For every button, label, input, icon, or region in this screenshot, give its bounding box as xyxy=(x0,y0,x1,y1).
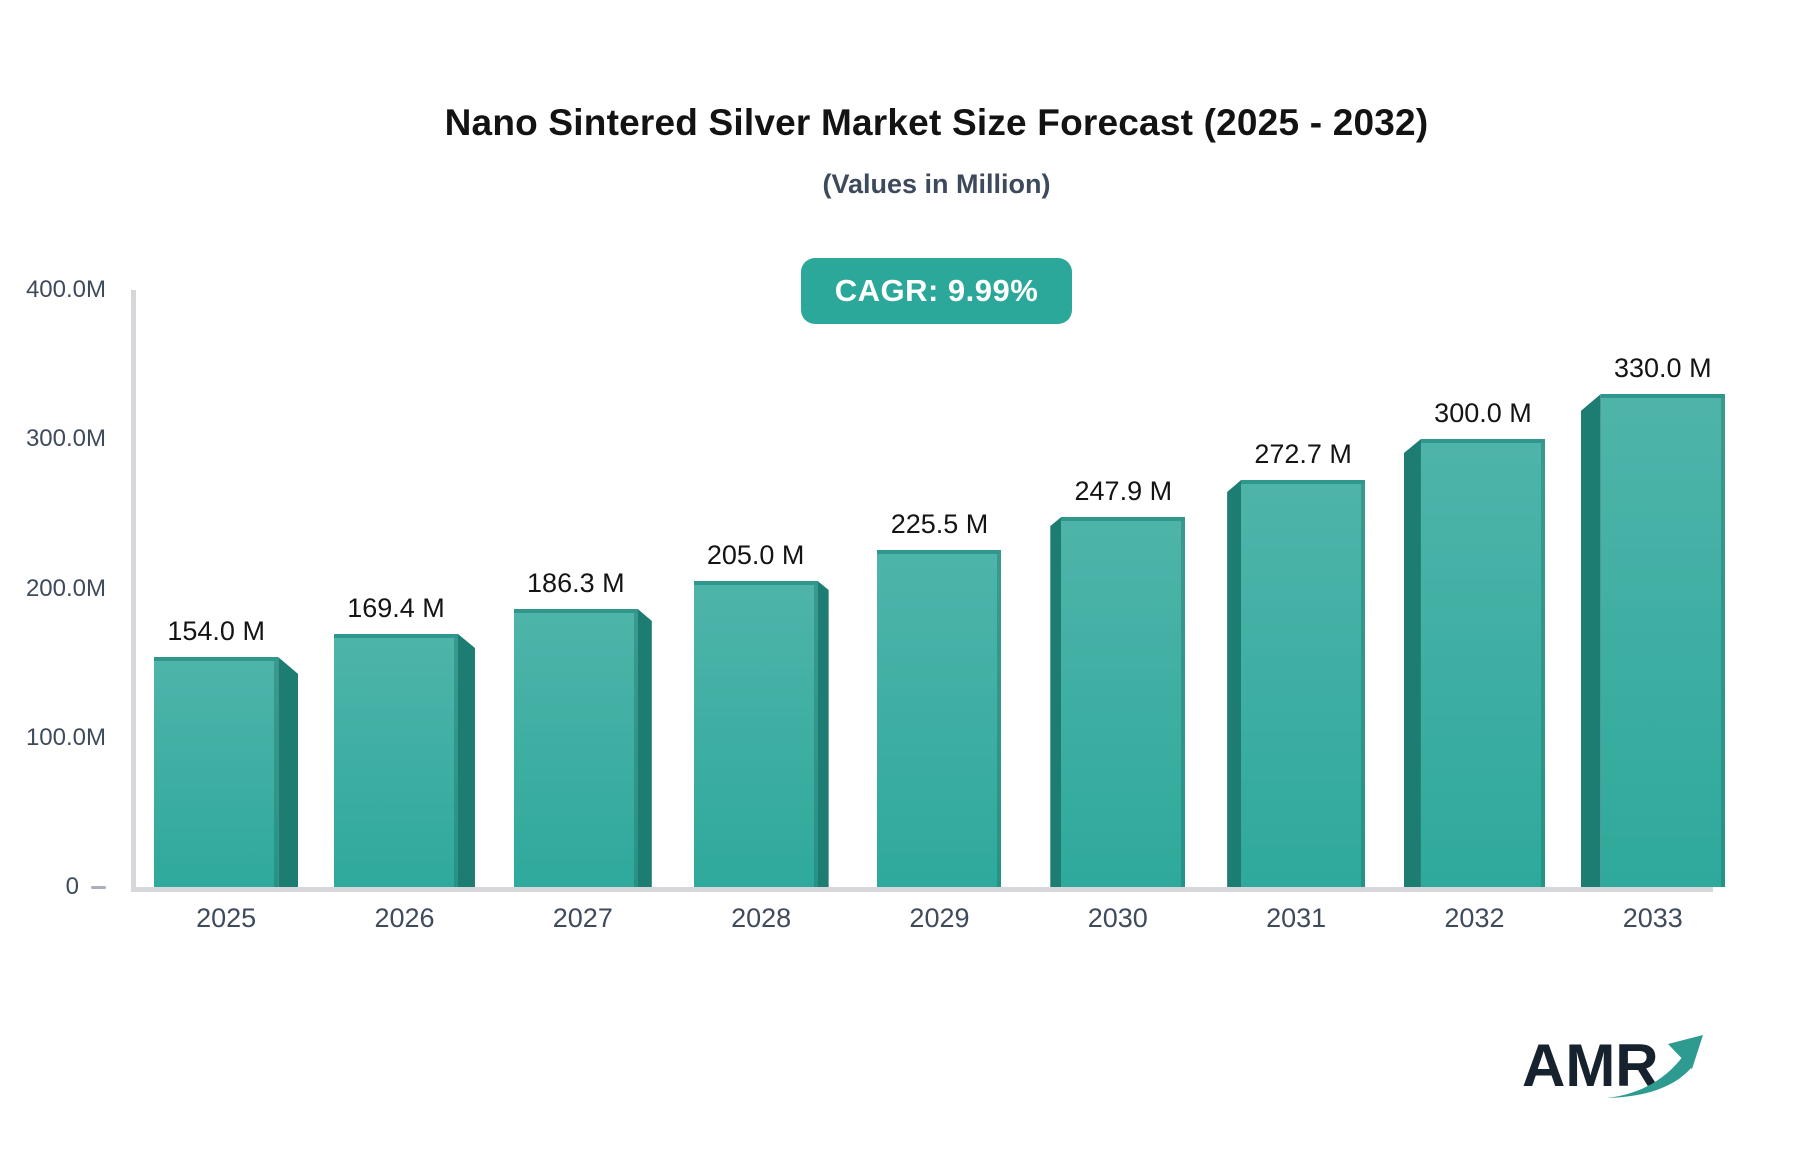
amr-logo[interactable]: AMR xyxy=(1522,1032,1712,1104)
x-axis-label-2025: 2025 xyxy=(196,903,257,933)
y-tick-200.0M: 200.0M xyxy=(25,574,106,602)
bar-2027[interactable]: 186.3 M xyxy=(513,568,638,887)
bar-column-2028: 205.0 M 2028 xyxy=(672,290,850,933)
chart-subtitle: (Values in Million) xyxy=(822,168,1051,199)
bar-value-label-2027: 186.3 M xyxy=(527,568,625,598)
chart-title: Nano Sintered Silver Market Size Forecas… xyxy=(444,102,1429,143)
bar-value-label-2025: 154.0 M xyxy=(167,616,265,646)
bar-side-face-2025 xyxy=(278,657,299,887)
bar-column-2033: 330.0 M 2033 xyxy=(1564,290,1742,933)
y-axis-line xyxy=(131,290,136,890)
x-axis-label-2032: 2032 xyxy=(1444,903,1505,933)
bar-column-2027: 186.3 M 2027 xyxy=(494,290,672,933)
y-tick-0: 0 xyxy=(66,873,106,901)
amr-logo-text: AMR xyxy=(1522,1032,1659,1099)
bar-2028[interactable]: 205.0 M xyxy=(693,540,818,887)
bars-container: 154.0 M 2025 169.4 M 2026 186.3 M 2027 205.0 M… xyxy=(137,290,1742,933)
bar-side-face-2030 xyxy=(1050,517,1062,887)
x-axis-label-2033: 2033 xyxy=(1622,903,1683,933)
x-axis-line xyxy=(131,887,1713,892)
bar-value-label-2028: 205.0 M xyxy=(706,540,805,570)
bar-value-label-2032: 300.0 M xyxy=(1434,398,1532,428)
bar-column-2025: 154.0 M 2025 xyxy=(137,290,315,933)
growth-arrow-icon xyxy=(1607,1035,1703,1098)
bar-side-face-2028 xyxy=(817,581,829,887)
x-axis-label-2027: 2027 xyxy=(552,903,613,933)
x-axis-label-2030: 2030 xyxy=(1087,903,1148,933)
y-tick-100.0M: 100.0M xyxy=(25,723,106,751)
bar-column-2031: 272.7 M 2031 xyxy=(1207,290,1385,933)
bar-2026[interactable]: 169.4 M xyxy=(333,593,458,887)
bar-2029[interactable]: 225.5 M xyxy=(877,509,1002,887)
bar-side-face-2031 xyxy=(1227,480,1242,887)
zero-tick-mark xyxy=(91,885,106,889)
y-tick-300.0M: 300.0M xyxy=(25,425,106,453)
y-tick-400.0M: 400.0M xyxy=(25,276,106,303)
x-axis-label-2028: 2028 xyxy=(731,903,792,933)
bar-2032[interactable]: 300.0 M xyxy=(1420,398,1545,887)
bar-side-face-2032 xyxy=(1403,439,1421,887)
bar-value-label-2029: 225.5 M xyxy=(890,509,989,539)
bar-column-2026: 169.4 M 2026 xyxy=(315,290,493,933)
x-axis-label-2026: 2026 xyxy=(374,903,435,933)
plot-area: 400.0M 300.0M 200.0M 100.0M 0 154.0 M 2025 169… xyxy=(26,276,1742,933)
bar-side-face-2026 xyxy=(457,634,475,887)
bar-column-2030: 247.9 M 2030 xyxy=(1029,290,1207,933)
chart-header: Nano Sintered Silver Market Size Forecas… xyxy=(73,102,1800,324)
x-axis-label-2031: 2031 xyxy=(1266,903,1327,933)
bar-2030[interactable]: 247.9 M xyxy=(1061,476,1186,887)
bar-value-label-2033: 330.0 M xyxy=(1614,353,1712,383)
bar-2033[interactable]: 330.0 M xyxy=(1600,353,1725,887)
bar-column-2029: 225.5 M 2029 xyxy=(850,290,1028,933)
cagr-badge: CAGR: 9.99% xyxy=(800,257,1073,324)
bar-2025[interactable]: 154.0 M xyxy=(154,616,279,887)
x-axis-label-2029: 2029 xyxy=(909,903,970,933)
bar-value-label-2030: 247.9 M xyxy=(1074,476,1173,506)
bar-2031[interactable]: 272.7 M xyxy=(1241,439,1366,887)
bar-side-face-2033 xyxy=(1580,394,1601,887)
bar-side-face-2027 xyxy=(637,609,652,887)
bar-column-2032: 300.0 M 2032 xyxy=(1385,290,1563,933)
bar-value-label-2031: 272.7 M xyxy=(1254,439,1352,469)
bar-value-label-2026: 169.4 M xyxy=(347,593,445,623)
